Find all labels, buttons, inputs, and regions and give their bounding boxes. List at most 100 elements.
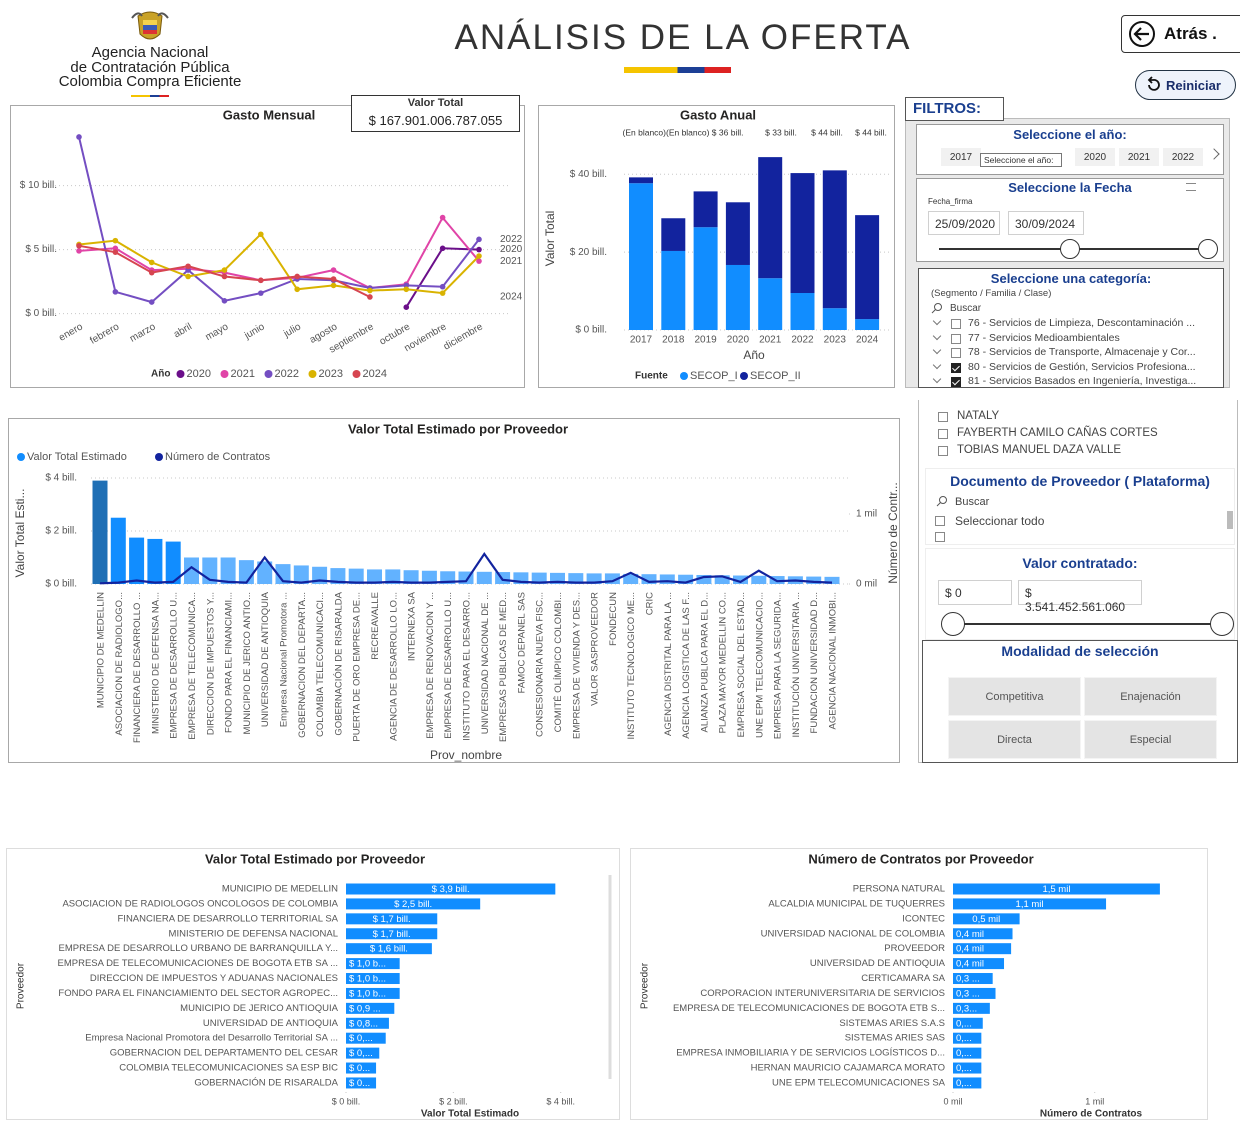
back-button[interactable]: Atrás .	[1121, 15, 1240, 53]
legend-swatch	[308, 370, 317, 378]
value-from[interactable]: $ 0	[938, 580, 1012, 605]
checkbox[interactable]	[951, 333, 961, 344]
line-marker	[330, 267, 337, 273]
chart-title: Gasto Anual	[680, 107, 756, 122]
modality-button[interactable]: Competitiva	[948, 677, 1081, 716]
select-all[interactable]: Seleccionar todo	[955, 514, 1045, 528]
chart-title: Gasto Mensual	[223, 107, 315, 122]
checkbox[interactable]	[935, 532, 945, 542]
chart: Gasto Mensual $ 0 bill. $ 5 bill. $ 10 bill…	[20, 107, 523, 380]
year-option[interactable]: 2017	[941, 148, 981, 166]
x-tick-label: AGENCIA DISTRITAL PARA LA ...	[663, 592, 674, 736]
y-tick-label: COLOMBIA TELECOMUNICACIONES SA ESP BIC	[119, 1063, 338, 1074]
search-icon	[931, 303, 942, 314]
date-from[interactable]: 25/09/2020	[928, 211, 1000, 235]
slider-handle[interactable]	[1198, 239, 1218, 259]
provider-item[interactable]: TOBIAS MANUEL DAZA VALLE	[957, 444, 1122, 456]
bar	[346, 928, 438, 940]
y-tick-label: ICONTEC	[902, 913, 945, 924]
x-tick-label: $ 4 bill.	[546, 1096, 575, 1106]
slicer-title: Valor contratado:	[1022, 555, 1138, 571]
x-tick-label: CRIC	[645, 592, 656, 615]
bar	[550, 572, 565, 584]
date-slicer: Seleccione la Fecha Fecha_firma 25/09/20…	[916, 178, 1224, 262]
bar-segment	[661, 218, 686, 251]
line-marker	[403, 286, 410, 293]
checkbox[interactable]	[951, 348, 961, 358]
y-tick-label: CERTICAMARA SA	[861, 973, 945, 984]
x-tick-label: EMPRESA PARA LA SEGURIDA...	[773, 592, 784, 739]
modality-button[interactable]: Enajenación	[1084, 677, 1217, 716]
x-tick-label: UNIVERSIDAD DE ANTIOQUIA	[260, 591, 271, 727]
y-tick-label: UNIVERSIDAD DE ANTIOQUIA	[810, 958, 946, 969]
slider-handle[interactable]	[1210, 612, 1234, 636]
chevron	[932, 316, 942, 326]
checkbox[interactable]	[935, 516, 945, 526]
category-item[interactable]: 76 - Servicios de Limpieza, Descontamina…	[968, 317, 1196, 329]
line-marker	[476, 258, 482, 264]
y-tick-label: FONDO PARA EL FINANCIAMIENTO DEL SECTOR …	[58, 988, 338, 999]
slider-handle[interactable]	[1060, 239, 1080, 259]
value-label: $ 0...	[349, 1078, 370, 1089]
category-item[interactable]: 78 - Servicios de Transporte, Almacenaje…	[968, 346, 1196, 358]
checkbox[interactable]	[938, 446, 948, 456]
slider-track	[953, 623, 1223, 625]
x-tick-label: $ 2 bill.	[439, 1096, 468, 1106]
provider-item[interactable]: FAYBERTH CAMILO CAÑAS CORTES	[957, 427, 1158, 439]
provider-value-panel: Valor Total Estimado por Proveedor $ 0 bi…	[6, 848, 620, 1120]
year-option[interactable]: 2021	[1119, 148, 1159, 166]
y-tick-label: UNIVERSIDAD NACIONAL DE COLOMBIA	[761, 928, 946, 939]
x-tick-label: INSTITUTO PARA EL DESARRO...	[462, 592, 473, 741]
bar	[367, 569, 382, 584]
category-item[interactable]: 77 - Servicios Medioambientales	[968, 331, 1120, 344]
checkbox[interactable]	[951, 377, 961, 387]
category-item[interactable]: 81 - Servicios Basados en Ingeniería, In…	[968, 375, 1197, 387]
reset-button[interactable]: Reiniciar	[1135, 70, 1236, 100]
bar	[733, 575, 748, 584]
date-to[interactable]: 30/09/2024	[1008, 211, 1084, 235]
line-marker	[258, 277, 264, 284]
search[interactable]: Buscar	[950, 303, 982, 314]
y-tick-label: $ 10 bill.	[20, 180, 57, 191]
x-tick-label: 1 mil	[1085, 1096, 1104, 1106]
y-tick-label: MUNICIPIO DE JERICO ANTIOQUIA	[180, 1003, 338, 1014]
value-label: 0,4 mil	[956, 929, 984, 940]
modality-button[interactable]: Directa	[948, 720, 1081, 759]
value-to[interactable]: $ 3.541.452.561.060	[1018, 580, 1142, 614]
x-tick-label: 2021	[759, 335, 782, 346]
year-option[interactable]: 2020	[1075, 148, 1115, 166]
bar	[346, 958, 400, 970]
end-label: 2020	[500, 244, 523, 255]
legend-swatch	[17, 453, 25, 461]
line-marker	[148, 269, 155, 276]
y-tick-label: UNIVERSIDAD DE ANTIOQUIA	[203, 1018, 339, 1029]
card-label: Valor Total	[407, 97, 464, 109]
x-tick-label: AGENCIA NACIONAL INMOBI...	[828, 592, 839, 729]
checkbox[interactable]	[951, 319, 961, 329]
category-item[interactable]: 80 - Servicios de Gestión, Servicios Pro…	[968, 360, 1196, 373]
bar	[346, 973, 400, 985]
checkbox[interactable]	[951, 362, 961, 373]
x-tick-label: 2023	[824, 335, 847, 346]
x-tick-label: VALOR SASPROVEEDOR	[590, 592, 601, 706]
flag-stripe	[131, 95, 169, 97]
legend-label: 2022	[275, 368, 299, 380]
year-option[interactable]: 2022	[1163, 148, 1203, 166]
bar-segment	[790, 173, 815, 294]
legend-swatch	[740, 372, 748, 380]
bar	[346, 913, 438, 925]
bar-segment	[725, 264, 750, 330]
search[interactable]: Buscar	[955, 496, 990, 508]
bar-segment	[790, 293, 815, 330]
checkbox[interactable]	[938, 412, 948, 422]
provider-item[interactable]: NATALY	[957, 410, 1000, 422]
y-tick-label: $ 40 bill.	[570, 169, 607, 180]
x-tick-label: 2022	[791, 335, 814, 346]
slider-handle[interactable]	[941, 612, 965, 636]
modality-button[interactable]: Especial	[1084, 720, 1217, 759]
bar-segment	[758, 157, 783, 279]
bar	[953, 958, 1005, 970]
legend-swatch	[352, 370, 361, 378]
checkbox[interactable]	[938, 429, 948, 439]
line-marker	[76, 242, 82, 249]
